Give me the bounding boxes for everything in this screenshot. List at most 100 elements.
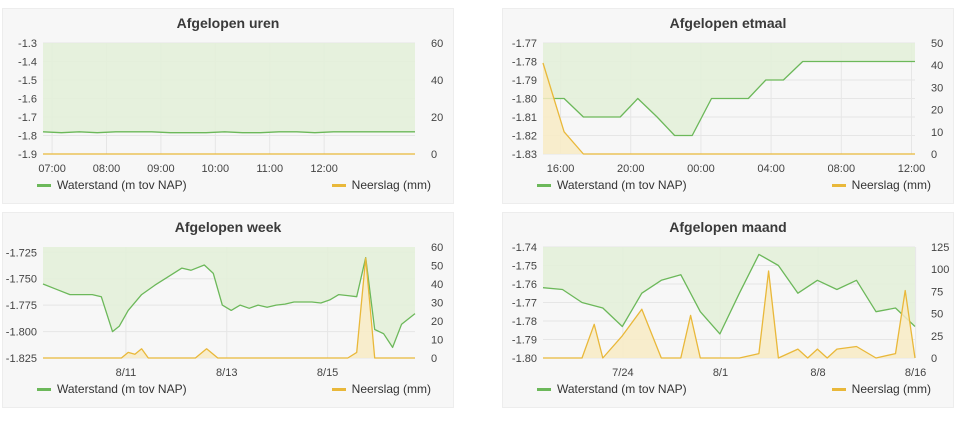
chart-panel-etmaal: Afgelopen etmaal -1.83 -1.82 -1.81 -1.80 -1.…: [502, 8, 954, 204]
y-left-tick-label: -1.800: [6, 327, 37, 339]
legend-swatch-neerslag: [831, 387, 846, 391]
y-left-tick-label: -1.725: [6, 247, 37, 259]
legend-item-waterstand[interactable]: Waterstand (m tov NAP): [537, 382, 687, 396]
x-tick-label: 00:00: [687, 163, 715, 175]
legend-item-waterstand[interactable]: Waterstand (m tov NAP): [537, 178, 687, 192]
waterstand-area: [543, 43, 915, 136]
waterstand-area: [43, 247, 415, 348]
y-right-tick-label: 75: [931, 286, 943, 298]
chart-title: Afgelopen maand: [669, 219, 787, 235]
x-tick-label: 8/11: [116, 367, 137, 379]
x-tick-label: 12:00: [310, 163, 338, 175]
y-left-tick-label: -1.750: [6, 274, 37, 286]
y-left-tick-label: -1.8: [18, 131, 37, 143]
waterstand-area: [543, 247, 915, 334]
legend-label-waterstand: Waterstand (m tov NAP): [57, 382, 187, 396]
y-left-tick-label: -1.74: [512, 242, 537, 254]
y-left-tick-label: -1.6: [18, 94, 37, 106]
x-tick-label: 8/16: [905, 367, 926, 379]
legend-item-neerslag[interactable]: Neerslag (mm): [831, 178, 931, 192]
y-left-tick-label: -1.81: [512, 112, 537, 124]
y-right-tick-label: 50: [931, 309, 943, 321]
y-right-tick-label: 20: [931, 105, 943, 117]
neerslag-area: [543, 271, 915, 358]
y-right-tick-label: 30: [431, 298, 443, 310]
legend-swatch-neerslag: [331, 387, 346, 391]
y-left-tick-label: -1.82: [512, 131, 537, 143]
chart-svg: -1.83 -1.82 -1.81 -1.80 -1.79 -1.78 -1.77 0 10 20…: [512, 38, 943, 175]
y-left-tick-label: -1.4: [18, 57, 37, 69]
neerslag-line: [543, 270, 916, 359]
y-left-tick-label: -1.76: [512, 279, 537, 291]
y-right-tick-label: 30: [931, 82, 943, 94]
legend-label-neerslag: Neerslag (mm): [851, 178, 931, 192]
y-left-tick-label: -1.3: [18, 38, 37, 50]
x-tick-label: 09:00: [147, 163, 175, 175]
legend-swatch-neerslag: [831, 183, 846, 187]
chart-svg: -1.80 -1.79 -1.78 -1.77 -1.76 -1.75 -1.74 0 25 50…: [512, 242, 949, 379]
neerslag-line: [43, 257, 415, 359]
y-right-tick-label: 0: [431, 149, 437, 161]
y-left-tick-label: -1.79: [512, 335, 537, 347]
y-left-tick-label: -1.77: [512, 298, 537, 310]
chart-legend: Waterstand (m tov NAP) Neerslag (mm): [503, 178, 953, 194]
y-left-tick-label: -1.9: [18, 149, 37, 161]
y-right-tick-label: 0: [931, 149, 937, 161]
waterstand-line: [42, 131, 415, 134]
x-tick-label: 8/15: [317, 367, 338, 379]
x-tick-label: 7/24: [612, 367, 633, 379]
legend-item-neerslag[interactable]: Neerslag (mm): [331, 178, 431, 192]
legend-label-neerslag: Neerslag (mm): [351, 382, 431, 396]
y-left-tick-label: -1.80: [512, 94, 537, 106]
y-left-tick-label: -1.83: [512, 149, 537, 161]
legend-label-waterstand: Waterstand (m tov NAP): [557, 178, 687, 192]
chart-legend: Waterstand (m tov NAP) Neerslag (mm): [3, 382, 453, 398]
chart-svg: -1.825 -1.800 -1.775 -1.750 -1.725 0 10 20 30 40 5…: [6, 242, 443, 379]
y-right-tick-label: 10: [431, 335, 443, 347]
y-right-tick-label: 100: [931, 264, 949, 276]
y-right-tick-label: 25: [931, 331, 943, 343]
x-tick-label: 8/13: [216, 367, 237, 379]
y-right-tick-label: 40: [431, 75, 443, 87]
legend-item-neerslag[interactable]: Neerslag (mm): [331, 382, 431, 396]
legend-label-waterstand: Waterstand (m tov NAP): [557, 382, 687, 396]
x-tick-label: 08:00: [828, 163, 856, 175]
chart-panel-maand: Afgelopen maand -1.80 -1.79 -1.78 -1.77 -1.7…: [502, 212, 954, 408]
waterstand-area: [43, 43, 415, 133]
x-tick-label: 07:00: [38, 163, 66, 175]
y-right-tick-label: 125: [931, 242, 949, 254]
legend-label-neerslag: Neerslag (mm): [851, 382, 931, 396]
y-left-tick-label: -1.79: [512, 75, 537, 87]
y-right-tick-label: 40: [931, 60, 943, 72]
chart-svg: -1.9 -1.8 -1.7 -1.6 -1.5 -1.4 -1.3 0 20 40 60 07:00…: [18, 38, 443, 175]
x-tick-label: 10:00: [202, 163, 230, 175]
legend-swatch-waterstand: [537, 183, 551, 187]
y-left-tick-label: -1.75: [512, 261, 537, 273]
legend-item-waterstand[interactable]: Waterstand (m tov NAP): [37, 382, 187, 396]
y-left-tick-label: -1.825: [6, 353, 37, 365]
chart-panel-uren: Afgelopen uren -1.9 -1.8 -1.7 -1.6 -1.5 -1.4-…: [2, 8, 454, 204]
waterstand-line: [543, 60, 915, 137]
chart-title: Afgelopen etmaal: [669, 15, 787, 31]
y-right-tick-label: 10: [931, 127, 943, 139]
chart-legend: Waterstand (m tov NAP) Neerslag (mm): [3, 178, 453, 194]
x-tick-label: 8/1: [713, 367, 728, 379]
legend-item-neerslag[interactable]: Neerslag (mm): [831, 382, 931, 396]
y-right-tick-label: 60: [431, 242, 443, 254]
legend-swatch-neerslag: [331, 183, 346, 187]
y-right-tick-label: 40: [431, 279, 443, 291]
y-left-tick-label: -1.77: [512, 38, 537, 50]
x-tick-label: 04:00: [757, 163, 785, 175]
legend-label-waterstand: Waterstand (m tov NAP): [57, 178, 187, 192]
chart-title: Afgelopen week: [174, 219, 282, 235]
x-tick-label: 11:00: [256, 163, 283, 175]
y-left-tick-label: -1.78: [512, 316, 537, 328]
legend-label-neerslag: Neerslag (mm): [351, 178, 431, 192]
y-left-tick-label: -1.78: [512, 57, 537, 69]
y-right-tick-label: 0: [431, 353, 437, 365]
y-right-tick-label: 20: [431, 316, 443, 328]
y-right-tick-label: 50: [431, 261, 443, 273]
legend-swatch-waterstand: [537, 387, 551, 391]
x-tick-label: 16:00: [547, 163, 575, 175]
legend-item-waterstand[interactable]: Waterstand (m tov NAP): [37, 178, 187, 192]
